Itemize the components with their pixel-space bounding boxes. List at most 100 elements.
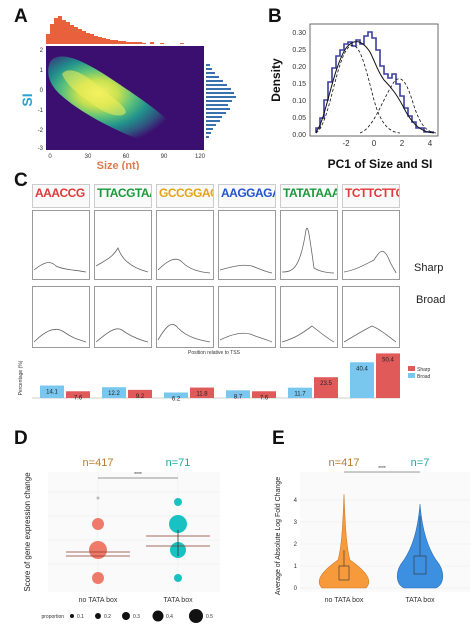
panel-e-significance: **** [378,466,386,472]
legend-swatch-sharp [408,366,415,371]
panel-d-legend-item: 0.4 [166,614,173,620]
panel-c-legend: Sharp Broad [408,366,431,380]
panel-c-profile-lines: Position relative to TSS [33,227,397,356]
panel-d-legend-item: 0.5 [206,614,213,620]
panel-e-n-label: n=417 [329,457,360,469]
panel-a-letter: A [14,6,28,27]
panel-b-xtick: 0 [372,139,377,148]
profile-sharp [342,210,400,280]
bar-broad [288,387,312,398]
label-broad: 40.4 [356,366,368,372]
panel-a-ytick: -3 [38,146,44,152]
panel-d-legend-title: proportion [41,614,64,620]
panel-a-ytick: -2 [38,128,44,134]
bar-broad [102,387,126,398]
legend-swatch-broad [408,373,415,378]
panel-d-point [169,515,187,533]
panel-b-fit-component-2 [359,78,437,134]
panel-e-ytick: 2 [294,542,298,548]
label-broad: 6.2 [172,397,181,402]
label-broad: 11.7 [294,392,306,398]
label-sharp: 7.6 [260,395,269,401]
panel-e-ytick: 4 [294,498,298,504]
label-sharp: 50.4 [382,357,394,363]
panel-d-legend-item: 0.2 [104,614,111,620]
bar-sharp [376,353,400,398]
panel-d-point [174,574,182,582]
panel-a-right-histogram [206,64,236,138]
panel-d-category: TATA box [163,597,193,604]
panel-a-ytick: 0 [40,88,44,94]
profile-sharp [94,210,152,280]
bar-sharp [66,391,90,398]
bar-broad [40,385,64,398]
panel-a-ylabel: SI [19,93,35,106]
panel-d-point [96,496,100,500]
motif-logo: TCTTCTTCT [342,184,400,208]
panel-d-point [92,518,104,530]
panel-b-xtick: -2 [342,139,350,148]
row-label-sharp: Sharp [414,262,444,274]
label-sharp: 9.2 [136,394,145,400]
panel-d-significance: **** [134,472,142,478]
profile-sharp [156,210,214,280]
motif-logo: TATATAAA [280,184,338,208]
panel-c-bar-chart: Percentage (%) 14.1 7.6 12.2 9.2 6.2 11.8 8.7 7… [18,353,431,402]
panel-a-xtick: 90 [161,154,168,160]
panel-d-letter: D [14,428,28,449]
label-broad: 14.1 [46,390,58,396]
panel-b-xlabel: PC1 of Size and SI [328,157,433,171]
panel-d-legend-item: 0.3 [133,614,140,620]
panel-d-point [174,498,182,506]
motif-sequence: TCTTCTTCT [345,186,399,200]
panel-c-x-axis-label: Position relative to TSS [188,350,241,356]
profile-broad [94,286,152,348]
panel-b-ytick: 0.00 [292,132,306,139]
panel-e-ytick: 0 [294,586,298,592]
panel-d-point [89,541,107,559]
motif-logo: AAACCG [32,184,90,208]
panel-b-ytick: 0.05 [292,115,306,122]
panel-d-n-label: n=71 [166,457,191,469]
panel-a-xtick: 30 [85,154,92,160]
panel-c-bar-ylabel: Percentage (%) [18,360,24,395]
panel-e-ytick: 1 [294,564,298,570]
motif-logo: GCCGGAG [156,184,214,208]
legend-label-sharp: Sharp [417,367,431,373]
profile-broad [156,286,214,348]
panel-b-fit-total [315,41,435,134]
profile-sharp [280,210,338,280]
panel-b-ytick: 0.15 [292,81,306,88]
profile-broad [32,286,90,348]
panel-b-xtick: 4 [428,139,433,148]
panel-d-chart: Score of gene expression change n=417 n=… [23,457,220,623]
panel-a-ytick: 1 [40,68,44,74]
panel-e-ytick: 3 [294,520,298,526]
motif-sequence: TATATAAA [283,186,338,200]
panel-e-chart: 0 1 2 3 4 Average of Absolute Log Fold C… [275,457,470,604]
panel-b-ytick: 0.20 [292,64,306,71]
panel-e-n-label: n=7 [411,457,430,469]
bar-broad [164,392,188,398]
panel-a-xtick: 0 [48,154,52,160]
row-label-broad: Broad [416,294,446,306]
motif-logo: TTACGTAA [94,184,152,208]
panel-d-category: no TATA box [79,597,118,604]
label-sharp: 7.6 [74,395,83,401]
label-sharp: 23.5 [320,381,332,387]
panel-b-letter: B [268,6,282,27]
bar-sharp [128,389,152,398]
panel-d-point [92,572,104,584]
panel-e-category: TATA box [405,597,435,604]
motif-sequence: TTACGTAA [97,186,152,200]
motif-logo: AAGGAGAA [218,184,276,208]
panel-d-ylabel: Score of gene expression change [23,472,32,592]
panel-b-xtick: 2 [400,139,405,148]
panel-b-ytick: 0.25 [292,47,306,54]
panel-a-xtick: 60 [123,154,130,160]
profile-sharp [32,210,90,280]
panel-a-ytick: 2 [40,48,44,54]
panel-e-violin [318,493,370,589]
panel-e-ylabel: Average of Absolute Log Fold Change [275,477,282,595]
panel-b-fit-component-1 [315,44,401,134]
